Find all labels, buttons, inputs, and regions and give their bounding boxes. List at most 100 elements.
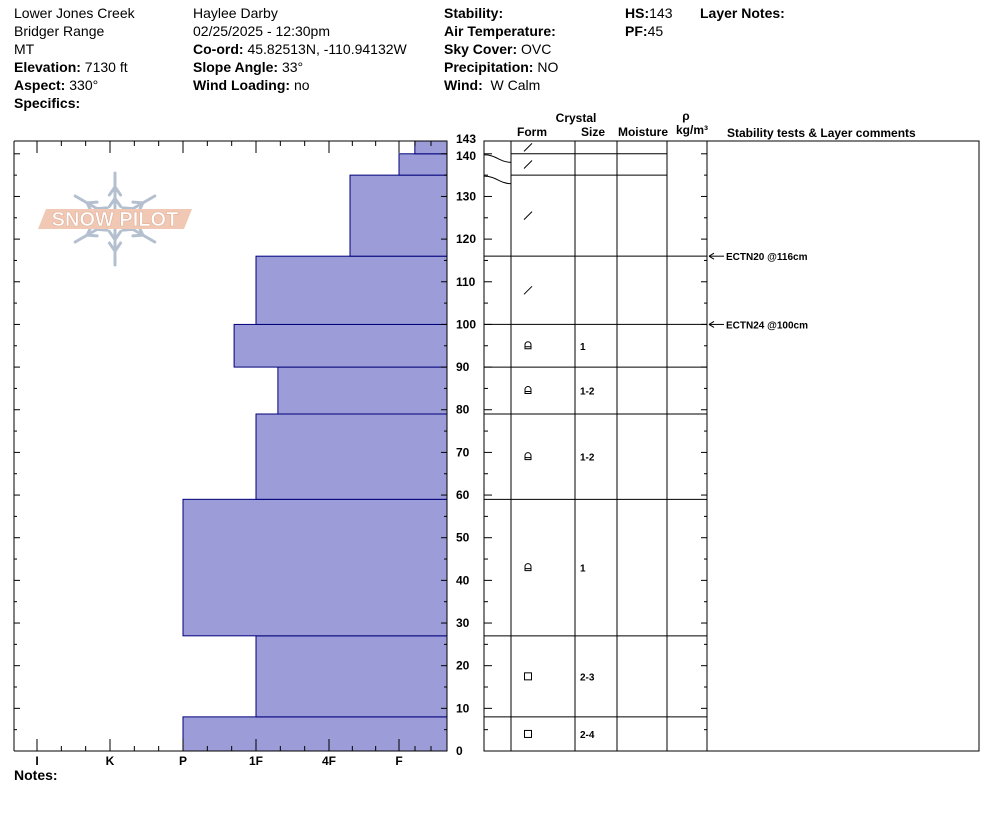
depth-label: 80 bbox=[456, 403, 470, 417]
elevation-label: Elevation: bbox=[14, 59, 81, 75]
logo-text: SNOW PILOT bbox=[52, 209, 179, 231]
snowflake-branch bbox=[107, 196, 117, 209]
logo-banner bbox=[38, 209, 192, 229]
grain-size-label: 2-3 bbox=[580, 672, 595, 683]
layer-table: 2-4 2-3 1 1-2 1-2 1 bbox=[483, 140, 980, 752]
arrow-head-icon bbox=[708, 252, 715, 260]
depth-label: 10 bbox=[456, 701, 470, 715]
precip-value: NO bbox=[537, 59, 559, 75]
range-name: Bridger Range bbox=[14, 23, 105, 39]
stability-field: Stability: bbox=[444, 4, 503, 22]
depth-label: 110 bbox=[456, 275, 476, 289]
observer-name: Haylee Darby bbox=[193, 5, 278, 21]
grain-size-label: 1-2 bbox=[580, 453, 595, 464]
grain-size-label: 1-2 bbox=[580, 387, 595, 398]
grain-size-label: 2-4 bbox=[580, 730, 595, 741]
size-header: Size bbox=[581, 125, 605, 139]
depth-label: 0 bbox=[456, 744, 463, 758]
sky-label: Sky Cover: bbox=[444, 41, 518, 57]
observation-datetime: 02/25/2025 - 12:30pm bbox=[193, 23, 330, 39]
elevation-field: Elevation: 7130 ft bbox=[14, 58, 128, 76]
faceted-grain-icon bbox=[524, 729, 532, 738]
stability-test-label: ECTN20 @116cm bbox=[726, 252, 808, 263]
hardness-bar bbox=[398, 153, 448, 176]
rounded-faceted-icon bbox=[524, 341, 532, 350]
hs-field: HS:143 bbox=[625, 4, 672, 22]
decomposed-fragment-icon bbox=[523, 143, 533, 152]
coord-value: 45.82513N, -110.94132W bbox=[247, 41, 407, 57]
hardness-bar bbox=[182, 716, 448, 752]
decomposed-fragment-icon bbox=[523, 211, 533, 221]
hardness-bar bbox=[233, 323, 448, 368]
rho-header: ρ bbox=[682, 109, 689, 123]
pf-value: 45 bbox=[647, 23, 664, 39]
hardness-label: I bbox=[35, 754, 38, 768]
snowflake-branch bbox=[95, 227, 109, 232]
snowflake-branch bbox=[131, 233, 145, 238]
hardness-label: K bbox=[106, 754, 115, 768]
sky-value: OVC bbox=[521, 41, 552, 57]
hardness-label: 1F bbox=[249, 754, 263, 768]
hs-label: HS: bbox=[625, 5, 650, 21]
aspect-value: 330° bbox=[69, 77, 99, 93]
hardness-bars bbox=[182, 140, 448, 752]
snowflake-branch bbox=[113, 241, 123, 253]
stability-tests: ECTN20 @116cm ECTN24 @100cm bbox=[708, 252, 808, 331]
stability-label: Stability: bbox=[444, 5, 504, 21]
snowflake-branch bbox=[131, 200, 145, 205]
depth-label: 40 bbox=[456, 573, 470, 587]
wind-loading-value: no bbox=[293, 77, 310, 93]
layer-connector bbox=[483, 175, 512, 185]
stability-header: Stability tests & Layer comments bbox=[727, 126, 916, 140]
hardness-bar bbox=[255, 413, 448, 500]
wind-loading-field: Wind Loading: no bbox=[193, 76, 310, 94]
depth-label: 143 bbox=[456, 132, 476, 146]
hardness-bar bbox=[349, 174, 448, 257]
snowflake-branch bbox=[113, 185, 123, 197]
layer-connector bbox=[483, 154, 512, 163]
pf-label: PF: bbox=[625, 23, 648, 39]
rounded-faceted-icon bbox=[524, 452, 532, 461]
precip-label: Precipitation: bbox=[444, 59, 534, 75]
depth-label: 120 bbox=[456, 232, 476, 246]
snowflake-branch bbox=[121, 227, 135, 232]
depth-label: 130 bbox=[456, 189, 476, 203]
snowflake-branch bbox=[113, 229, 123, 242]
snowflake-branch bbox=[107, 241, 117, 253]
moisture-header: Moisture bbox=[618, 125, 668, 139]
wind-field: Wind: W Calm bbox=[444, 76, 540, 94]
snowflake-branch bbox=[121, 206, 135, 211]
slope-label: Slope Angle: bbox=[193, 59, 279, 75]
hardness-bar bbox=[255, 255, 448, 325]
decomposed-fragment-icon bbox=[523, 160, 533, 169]
slope-value: 33° bbox=[281, 59, 304, 75]
aspect-field: Aspect: 330° bbox=[14, 76, 98, 94]
hardness-bar bbox=[182, 498, 448, 637]
rounded-faceted-icon bbox=[524, 386, 532, 395]
notes-field: Notes: bbox=[14, 766, 58, 784]
coord-field: Co-ord: 45.82513N, -110.94132W bbox=[193, 40, 407, 58]
form-header: Form bbox=[517, 125, 547, 139]
grain-size-label: 1 bbox=[580, 342, 586, 353]
depth-label: 60 bbox=[456, 488, 470, 502]
notes-label: Notes: bbox=[14, 767, 58, 783]
snowflake-branch bbox=[113, 196, 123, 209]
depth-axis: 0 10 20 30 40 50 60 70 80 90 100 110 120 130 140 143 bbox=[14, 132, 707, 758]
wind-loading-label: Wind Loading: bbox=[193, 77, 291, 93]
specifics-label: Specifics: bbox=[14, 95, 81, 111]
snowflake-branch bbox=[85, 200, 99, 205]
arrow-head-icon bbox=[708, 320, 715, 328]
density-unit-header: kg/m³ bbox=[676, 123, 708, 137]
specifics-field: Specifics: bbox=[14, 94, 80, 112]
depth-label: 70 bbox=[456, 445, 470, 459]
depth-label: 140 bbox=[456, 149, 476, 163]
snowflake-branch bbox=[107, 229, 117, 242]
snowflake-branch bbox=[95, 206, 109, 211]
hardness-label: F bbox=[395, 754, 402, 768]
coord-label: Co-ord: bbox=[193, 41, 244, 57]
crystal-header: Crystal bbox=[556, 111, 597, 125]
rounded-faceted-icon bbox=[524, 563, 532, 572]
state-name: MT bbox=[14, 41, 35, 57]
air-temp-field: Air Temperature: bbox=[444, 22, 556, 40]
